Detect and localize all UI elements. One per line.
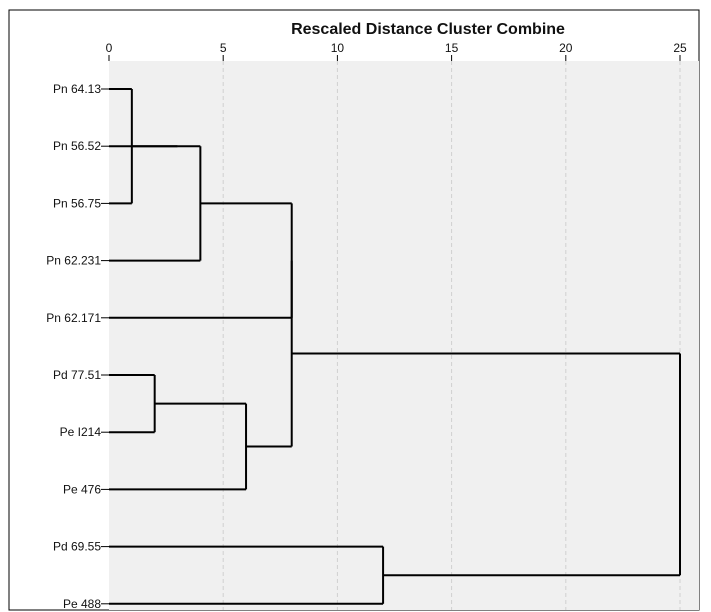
dendrogram-links bbox=[109, 88, 681, 605]
tick-label: 15 bbox=[445, 41, 459, 55]
leaf-label: Pe 488 bbox=[63, 597, 101, 611]
leaf-label: Pd 77.51 bbox=[53, 368, 101, 382]
leaf-labels: Pn 64.13 Pn 56.52 Pn 56.75 Pn 62.231 Pn 62.1… bbox=[46, 82, 109, 611]
tick-label: 10 bbox=[331, 41, 345, 55]
leaf-label: Pn 56.75 bbox=[53, 196, 101, 210]
tick-label: 20 bbox=[559, 41, 573, 55]
leaf-label: Pn 56.52 bbox=[53, 139, 101, 153]
chart-title: Rescaled Distance Cluster Combine bbox=[291, 21, 565, 38]
tick-label: 0 bbox=[106, 41, 113, 55]
leaf-label: Pn 62.231 bbox=[46, 254, 101, 268]
tick-label: 5 bbox=[220, 41, 227, 55]
leaf-label: Pd 69.55 bbox=[53, 540, 101, 554]
leaf-label: Pn 64.13 bbox=[53, 82, 101, 96]
tick-label: 25 bbox=[673, 41, 687, 55]
plot-area bbox=[109, 61, 699, 610]
leaf-label: Pe 476 bbox=[63, 482, 101, 496]
leaf-label: Pn 62.171 bbox=[46, 311, 101, 325]
axis-ticks: 0 5 10 15 20 25 bbox=[106, 41, 687, 61]
leaf-label: Pe I214 bbox=[60, 425, 102, 439]
